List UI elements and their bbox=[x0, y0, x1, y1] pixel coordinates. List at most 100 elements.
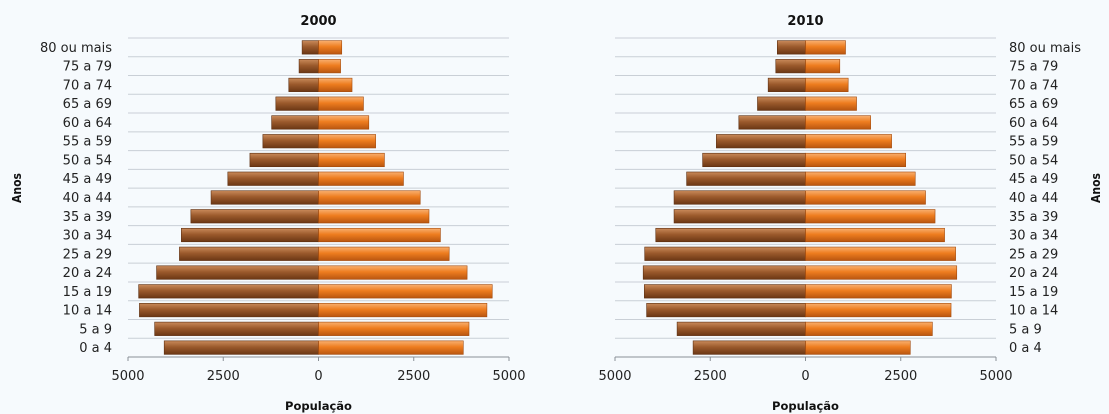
bar-male bbox=[227, 171, 319, 186]
bar-male bbox=[692, 340, 806, 355]
age-group-label: 80 ou mais bbox=[40, 41, 112, 56]
age-group-label: 30 a 34 bbox=[1009, 229, 1058, 244]
age-group-label: 40 a 44 bbox=[63, 191, 112, 206]
age-group-label: 20 a 24 bbox=[63, 266, 112, 281]
pyramid-2010: 0 a 4 5 a 9 10 a 14 15 a 19 20 a 24 25 a 29 30… bbox=[598, 14, 1103, 413]
age-group-label: 80 ou mais bbox=[1009, 41, 1081, 56]
bar-female bbox=[318, 134, 376, 149]
age-group-label: 50 a 54 bbox=[63, 153, 112, 168]
x-tick-label: 2500 bbox=[694, 369, 727, 384]
bar-male bbox=[210, 190, 319, 205]
age-group-label: 50 a 54 bbox=[1009, 153, 1058, 168]
bar-male bbox=[275, 96, 319, 111]
bar-female bbox=[318, 246, 450, 261]
bar-female bbox=[805, 171, 916, 186]
bar-female bbox=[318, 209, 430, 224]
y-axis-label: Anos bbox=[10, 173, 24, 203]
bar-female bbox=[318, 265, 468, 280]
bar-female bbox=[318, 59, 341, 74]
age-group-label: 75 a 79 bbox=[1009, 60, 1058, 75]
bar-female bbox=[805, 340, 911, 355]
bar-male bbox=[702, 152, 806, 168]
bar-male bbox=[655, 227, 806, 243]
bar-male bbox=[676, 321, 806, 336]
age-group-label: 0 a 4 bbox=[79, 341, 112, 356]
chart-title: 2010 bbox=[787, 14, 823, 29]
bar-male bbox=[673, 209, 806, 224]
x-tick-label: 5000 bbox=[111, 369, 144, 384]
bar-male bbox=[767, 77, 806, 92]
bar-female bbox=[318, 321, 470, 336]
bar-female bbox=[318, 190, 421, 205]
bar-male bbox=[716, 134, 806, 149]
bar-male bbox=[642, 265, 806, 280]
age-group-label: 15 a 19 bbox=[1009, 285, 1058, 300]
bar-female bbox=[318, 340, 464, 355]
age-group-label: 55 a 59 bbox=[63, 135, 112, 150]
bar-male bbox=[156, 265, 319, 280]
bar-male bbox=[271, 115, 319, 130]
age-group-label: 45 a 49 bbox=[1009, 172, 1058, 187]
chart-title: 2000 bbox=[300, 14, 336, 29]
bar-female bbox=[318, 284, 493, 299]
age-group-label: 70 a 74 bbox=[1009, 78, 1058, 93]
bar-female bbox=[318, 115, 370, 130]
bar-female bbox=[805, 115, 871, 130]
age-group-label: 40 a 44 bbox=[1009, 191, 1058, 206]
age-group-label: 0 a 4 bbox=[1009, 341, 1042, 356]
bar-female bbox=[318, 227, 441, 243]
age-group-label: 20 a 24 bbox=[1009, 266, 1058, 281]
bar-male bbox=[154, 321, 319, 336]
bar-female bbox=[805, 134, 892, 149]
bar-female bbox=[805, 152, 907, 168]
age-group-label: 35 a 39 bbox=[63, 210, 112, 225]
bar-female bbox=[318, 152, 385, 168]
bar-male bbox=[288, 77, 319, 92]
bar-male bbox=[138, 284, 319, 299]
bar-female bbox=[805, 59, 841, 74]
bar-female bbox=[805, 246, 956, 261]
bar-male bbox=[139, 303, 319, 318]
bar-female bbox=[318, 171, 404, 186]
age-group-label: 35 a 39 bbox=[1009, 210, 1058, 225]
x-axis-label: População bbox=[772, 399, 839, 413]
age-group-label: 70 a 74 bbox=[63, 78, 112, 93]
age-group-label: 10 a 14 bbox=[63, 304, 112, 319]
age-group-label: 55 a 59 bbox=[1009, 135, 1058, 150]
bar-female bbox=[805, 40, 846, 55]
age-group-label: 30 a 34 bbox=[63, 229, 112, 244]
bar-female bbox=[805, 190, 926, 205]
bar-female bbox=[318, 96, 364, 111]
bar-female bbox=[805, 96, 857, 111]
bar-female bbox=[805, 265, 958, 280]
bar-male bbox=[190, 209, 319, 224]
bar-male bbox=[644, 284, 806, 299]
age-group-label: 65 a 69 bbox=[63, 97, 112, 112]
bar-male bbox=[249, 152, 319, 168]
age-group-label: 25 a 29 bbox=[1009, 247, 1058, 262]
age-group-label: 45 a 49 bbox=[63, 172, 112, 187]
bar-female bbox=[318, 40, 343, 55]
x-axis-label: População bbox=[285, 399, 352, 413]
age-group-label: 10 a 14 bbox=[1009, 304, 1058, 319]
x-tick-label: 0 bbox=[314, 369, 322, 384]
age-group-label: 75 a 79 bbox=[63, 60, 112, 75]
bar-female bbox=[318, 77, 353, 92]
bar-female bbox=[805, 227, 945, 243]
bar-female bbox=[318, 303, 488, 318]
bar-male bbox=[673, 190, 806, 205]
bar-female bbox=[805, 77, 849, 92]
bar-female bbox=[805, 303, 952, 318]
x-tick-label: 5000 bbox=[598, 369, 631, 384]
age-group-label: 5 a 9 bbox=[79, 322, 112, 337]
y-axis-label: Anos bbox=[1089, 173, 1103, 203]
bar-male bbox=[738, 115, 806, 130]
x-tick-label: 5000 bbox=[492, 369, 525, 384]
x-tick-label: 2500 bbox=[884, 369, 917, 384]
bar-male bbox=[298, 59, 319, 74]
bar-male bbox=[262, 134, 319, 149]
pyramid-2000: 0 a 4 5 a 9 10 a 14 15 a 19 20 a 24 25 a 29 30… bbox=[10, 14, 526, 413]
age-group-label: 5 a 9 bbox=[1009, 322, 1042, 337]
bar-male bbox=[163, 340, 319, 355]
